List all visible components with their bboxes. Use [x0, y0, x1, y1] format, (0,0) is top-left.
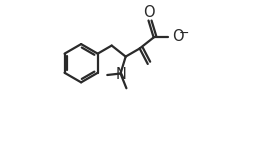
Text: O: O [142, 5, 154, 20]
Text: N: N [115, 67, 126, 82]
Text: O: O [171, 29, 183, 44]
Text: −: − [178, 27, 188, 40]
